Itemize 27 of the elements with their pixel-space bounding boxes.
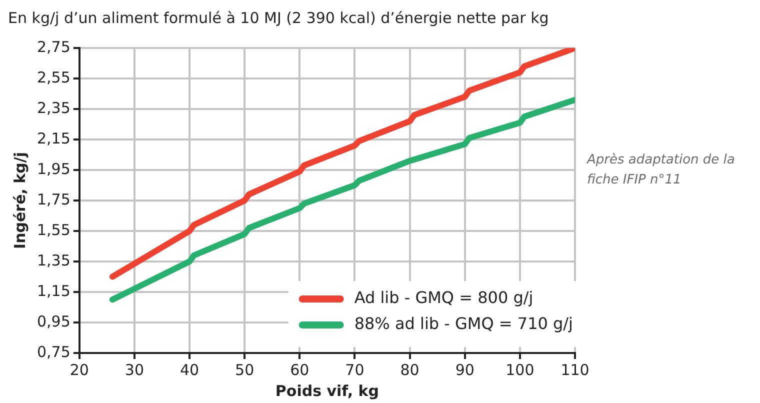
y-axis-title: Ingéré, kg/j [10, 152, 29, 249]
text: Après adaptation de la fiche IFIP n°11 [586, 152, 735, 188]
y-tick-label: 2,15 [36, 129, 70, 148]
x-tick-label: 80 [400, 360, 420, 379]
x-tick-label: 70 [345, 360, 364, 379]
x-tick-label: 40 [180, 360, 200, 379]
y-tick-label: 0,95 [36, 312, 70, 330]
x-axis-title: Poids vif, kg [275, 382, 379, 400]
x-tick-label: 20 [70, 360, 89, 379]
x-tick-label: 30 [124, 360, 144, 379]
y-tick-label: 2,75 [36, 38, 70, 56]
y-tick-label: 0,75 [36, 342, 70, 361]
y-tick-label: 1,55 [36, 220, 70, 239]
y-tick-label: 1,15 [36, 282, 70, 300]
legend-label: Ad lib - GMQ = 800 g/j [354, 288, 534, 308]
y-tick-label: 2,55 [36, 68, 70, 86]
y-tick-label: 1,95 [36, 160, 70, 178]
y-tick-label: 2,35 [36, 98, 70, 117]
x-tick-label: 110 [560, 360, 590, 379]
y-tick-label: 1,35 [36, 251, 70, 270]
x-tick-label: 60 [290, 360, 310, 379]
y-tick-label: 1,75 [36, 190, 70, 208]
chart-title: En kg/j d’un aliment formulé à 10 MJ (2 390 kcal) d’énergie nette par kg [8, 8, 549, 27]
legend-label: 88% ad lib - GMQ = 710 g/j [354, 314, 574, 334]
x-tick-label: 100 [506, 360, 534, 379]
x-tick-label: 90 [455, 360, 474, 379]
x-tick-label: 50 [235, 360, 254, 379]
